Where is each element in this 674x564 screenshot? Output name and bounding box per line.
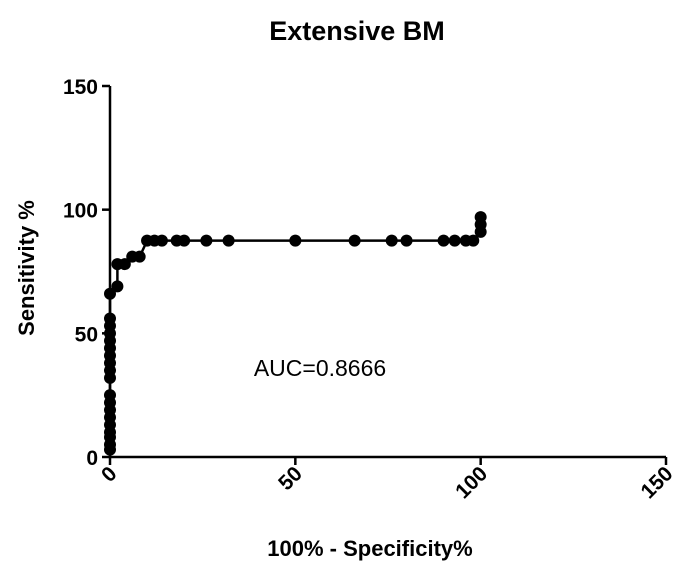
x-tick-label: 0 — [97, 462, 122, 487]
auc-annotation: AUC=0.8666 — [254, 355, 386, 381]
roc-data-point — [289, 234, 302, 247]
roc-points — [104, 211, 487, 456]
roc-data-point — [104, 287, 116, 300]
roc-data-point — [222, 234, 235, 247]
roc-data-point — [474, 211, 487, 224]
x-axis-label: 100% - Specificity% — [267, 536, 472, 561]
x-tick-label: 150 — [636, 462, 674, 503]
roc-data-point — [348, 234, 361, 247]
roc-data-point — [133, 250, 146, 263]
roc-data-point — [104, 389, 116, 402]
y-tick-label: 0 — [86, 447, 98, 470]
y-tick-label: 150 — [63, 76, 98, 99]
roc-data-point — [118, 258, 131, 271]
roc-data-point — [437, 234, 450, 247]
roc-data-point — [178, 234, 191, 247]
plot-area: 0 50 100 150 0 50 100 150 — [63, 76, 674, 503]
roc-curve-line — [108, 217, 482, 450]
roc-data-point — [155, 234, 168, 247]
x-tick-label: 100 — [451, 462, 492, 503]
chart-title: Extensive BM — [269, 16, 445, 46]
roc-data-point — [467, 234, 480, 247]
roc-data-point — [448, 234, 461, 247]
y-tick-label: 100 — [63, 200, 98, 223]
roc-data-point — [400, 234, 413, 247]
x-tick-label: 50 — [274, 462, 307, 495]
roc-data-point — [111, 280, 124, 293]
roc-data-point — [104, 312, 116, 325]
axis-ticks: 0 50 100 150 0 50 100 150 — [63, 76, 674, 503]
roc-data-point — [200, 234, 213, 247]
roc-data-point — [385, 234, 398, 247]
y-tick-label: 50 — [75, 323, 98, 346]
y-axis-label: Sensitivity % — [14, 200, 39, 336]
